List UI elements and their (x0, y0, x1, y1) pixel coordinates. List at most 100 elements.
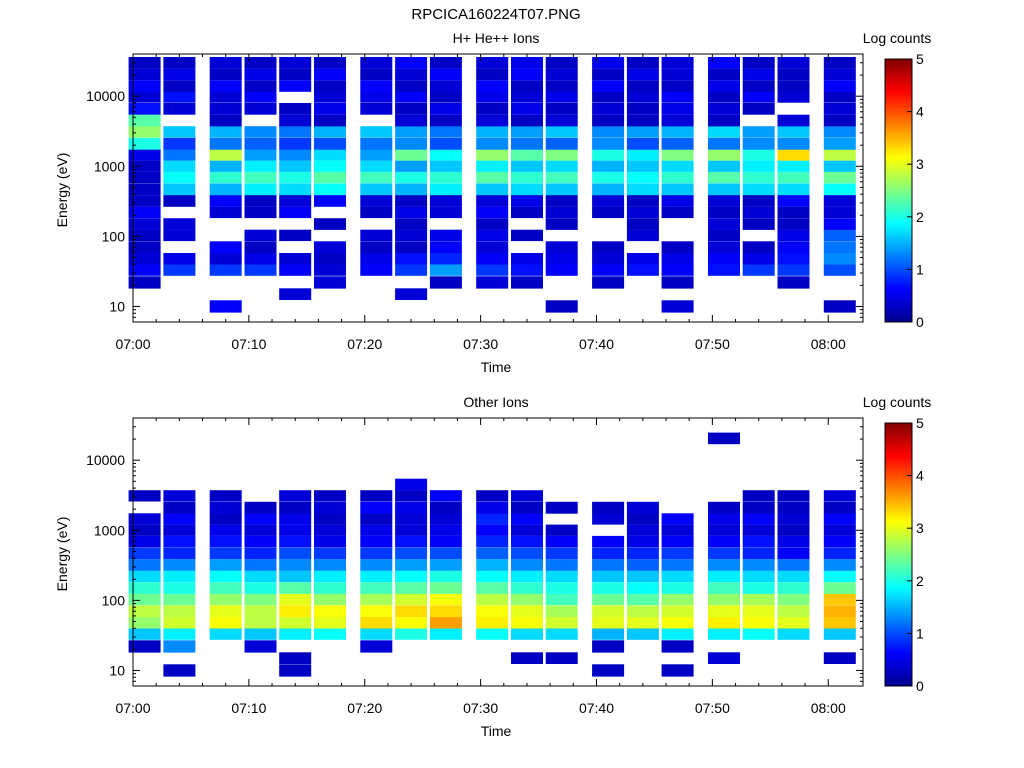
heatmap-cell (661, 126, 694, 138)
heatmap-cell (244, 547, 277, 560)
heatmap-cell (279, 206, 312, 219)
heatmap-cell (360, 103, 393, 115)
heatmap-cell (314, 57, 346, 69)
colorbar (884, 422, 913, 687)
heatmap-cell (511, 80, 543, 92)
heatmap-cell (823, 501, 856, 514)
heatmap-cell (511, 535, 543, 548)
heatmap-cell (545, 183, 578, 196)
heatmap-cell (661, 264, 694, 276)
heatmap-cell (128, 253, 161, 265)
heatmap-cell (823, 160, 856, 172)
heatmap-cell (823, 183, 856, 196)
heatmap-cell (708, 137, 740, 150)
heatmap-cell (626, 218, 659, 230)
heatmap-cell (545, 149, 578, 161)
heatmap-cell (777, 68, 810, 81)
heatmap-cell (823, 57, 856, 69)
heatmap-cell (279, 114, 312, 127)
heatmap-cell (476, 149, 509, 161)
heatmap-cell (708, 80, 740, 92)
heatmap-cell (626, 628, 659, 640)
heatmap-cell (279, 652, 312, 664)
colorbar-tick-label: 5 (916, 415, 924, 431)
heatmap-cell (626, 593, 659, 606)
heatmap-cell (395, 478, 428, 491)
heatmap-cell (777, 513, 810, 525)
heatmap-cell (708, 524, 740, 536)
heatmap-cells (128, 432, 856, 677)
heatmap-cell (128, 103, 161, 115)
heatmap-cell (777, 628, 810, 640)
heatmap-cell (708, 229, 740, 242)
heatmap-cell (708, 160, 740, 172)
heatmap-cell (314, 218, 346, 230)
heatmap-cell (708, 652, 740, 664)
heatmap-cell (708, 206, 740, 219)
heatmap-cell (742, 195, 775, 207)
heatmap-cell (395, 628, 428, 640)
heatmap-cell (429, 547, 462, 560)
heatmap-cell (661, 183, 694, 196)
heatmap-cell (476, 195, 509, 207)
x-tick-label: 07:20 (347, 336, 382, 352)
heatmap-cell (429, 535, 462, 548)
heatmap-cell (708, 91, 740, 103)
heatmap-cell (209, 103, 242, 115)
heatmap-cell (823, 103, 856, 115)
heatmap-cell (592, 617, 625, 629)
heatmap-cell (661, 160, 694, 172)
heatmap-cell (395, 535, 428, 548)
heatmap-cell (429, 501, 462, 514)
heatmap-cell (360, 57, 393, 69)
heatmap-cell (592, 513, 625, 525)
heatmap-cell (360, 171, 393, 184)
heatmap-cell (661, 535, 694, 548)
heatmap-cell (244, 160, 277, 172)
heatmap-cell (163, 171, 196, 184)
heatmap-cell (592, 183, 625, 196)
x-tick-label: 07:20 (347, 700, 382, 716)
colorbar-tick-label: 2 (916, 573, 924, 589)
heatmap-cell (244, 68, 277, 81)
heatmap-cell (279, 80, 312, 92)
heatmap-cell (395, 103, 428, 115)
heatmap-cell (128, 160, 161, 172)
heatmap-cell (708, 513, 740, 525)
heatmap-cell (661, 149, 694, 161)
heatmap-cell (777, 57, 810, 69)
heatmap-cell (128, 559, 161, 571)
heatmap-cell (661, 103, 694, 115)
heatmap-cell (511, 501, 543, 514)
heatmap-cell (823, 535, 856, 548)
heatmap-cell (163, 264, 196, 276)
heatmap-cell (163, 605, 196, 618)
heatmap-cell (314, 582, 346, 594)
y-axis-label: Energy (eV) (54, 153, 70, 228)
heatmap-cell (511, 628, 543, 640)
heatmap-cell (395, 91, 428, 103)
heatmap-cell (209, 137, 242, 150)
heatmap-cell (823, 264, 856, 276)
heatmap-cell (163, 137, 196, 150)
heatmap-cell (128, 582, 161, 594)
heatmap-cell (209, 126, 242, 138)
heatmap-cell (360, 264, 393, 276)
x-tick-label: 07:50 (695, 336, 730, 352)
heatmap-cell (395, 68, 428, 81)
heatmap-cell (395, 195, 428, 207)
heatmap-cell (823, 628, 856, 640)
heatmap-cell (742, 617, 775, 629)
heatmap-cell (661, 195, 694, 207)
heatmap-cell (395, 80, 428, 92)
heatmap-cell (777, 160, 810, 172)
heatmap-cell (511, 195, 543, 207)
heatmap-cell (360, 229, 393, 242)
heatmap-cell (592, 149, 625, 161)
heatmap-cell (661, 276, 694, 289)
heatmap-cell (429, 171, 462, 184)
heatmap-cell (777, 253, 810, 265)
heatmap-cell (128, 276, 161, 289)
heatmap-cell (592, 241, 625, 254)
